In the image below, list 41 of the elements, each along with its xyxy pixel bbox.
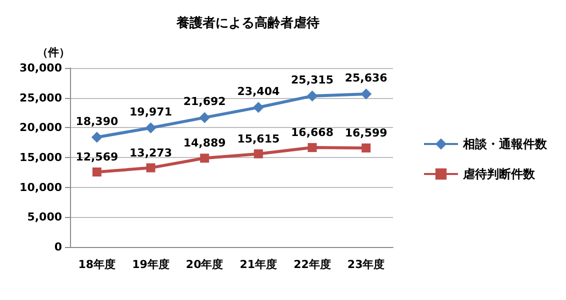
point bbox=[360, 88, 372, 100]
y-tick-label: 5,000 bbox=[27, 210, 62, 224]
chart-title: 養護者による高齢者虐待 bbox=[176, 15, 320, 31]
y-axis-title: （件） bbox=[37, 46, 70, 59]
y-tick-label: 0 bbox=[54, 240, 62, 254]
data-label: 16,668 bbox=[291, 126, 334, 140]
data-label: 25,636 bbox=[344, 72, 388, 85]
x-tick-label: 23年度 bbox=[347, 258, 385, 271]
data-label: 21,692 bbox=[183, 95, 226, 108]
y-tick-label: 10,000 bbox=[20, 180, 62, 194]
point bbox=[306, 90, 318, 102]
data-label: 16,599 bbox=[344, 126, 388, 140]
data-label: 23,404 bbox=[237, 84, 280, 98]
x-tick-label: 20年度 bbox=[186, 258, 224, 271]
point bbox=[362, 143, 371, 152]
data-label: 25,315 bbox=[291, 73, 334, 86]
y-tick-label: 20,000 bbox=[20, 121, 62, 134]
y-tick-label: 25,000 bbox=[20, 91, 62, 104]
data-label: 15,615 bbox=[237, 132, 280, 146]
data-label: 18,390 bbox=[76, 114, 118, 128]
point bbox=[200, 154, 210, 163]
data-label: 19,971 bbox=[130, 105, 172, 118]
legend-label: 相談・通報件数 bbox=[462, 137, 548, 151]
point bbox=[92, 168, 102, 177]
y-tick-label: 30,000 bbox=[20, 62, 62, 74]
y-tick-label: 15,000 bbox=[20, 151, 62, 164]
data-label: 12,569 bbox=[76, 150, 118, 164]
point bbox=[199, 112, 210, 124]
point bbox=[145, 122, 156, 134]
x-tick-label: 18年度 bbox=[78, 258, 116, 271]
data-label: 14,889 bbox=[183, 136, 226, 150]
point bbox=[252, 102, 264, 113]
x-tick-label: 22年度 bbox=[294, 258, 331, 271]
point bbox=[146, 163, 156, 172]
point bbox=[308, 143, 317, 152]
x-tick-label: 21年度 bbox=[240, 258, 278, 271]
legend-label: 虐待判断件数 bbox=[462, 167, 536, 181]
data-label: 13,273 bbox=[130, 146, 172, 160]
point bbox=[91, 132, 102, 143]
point bbox=[254, 149, 263, 158]
x-tick-label: 19年度 bbox=[132, 258, 170, 271]
